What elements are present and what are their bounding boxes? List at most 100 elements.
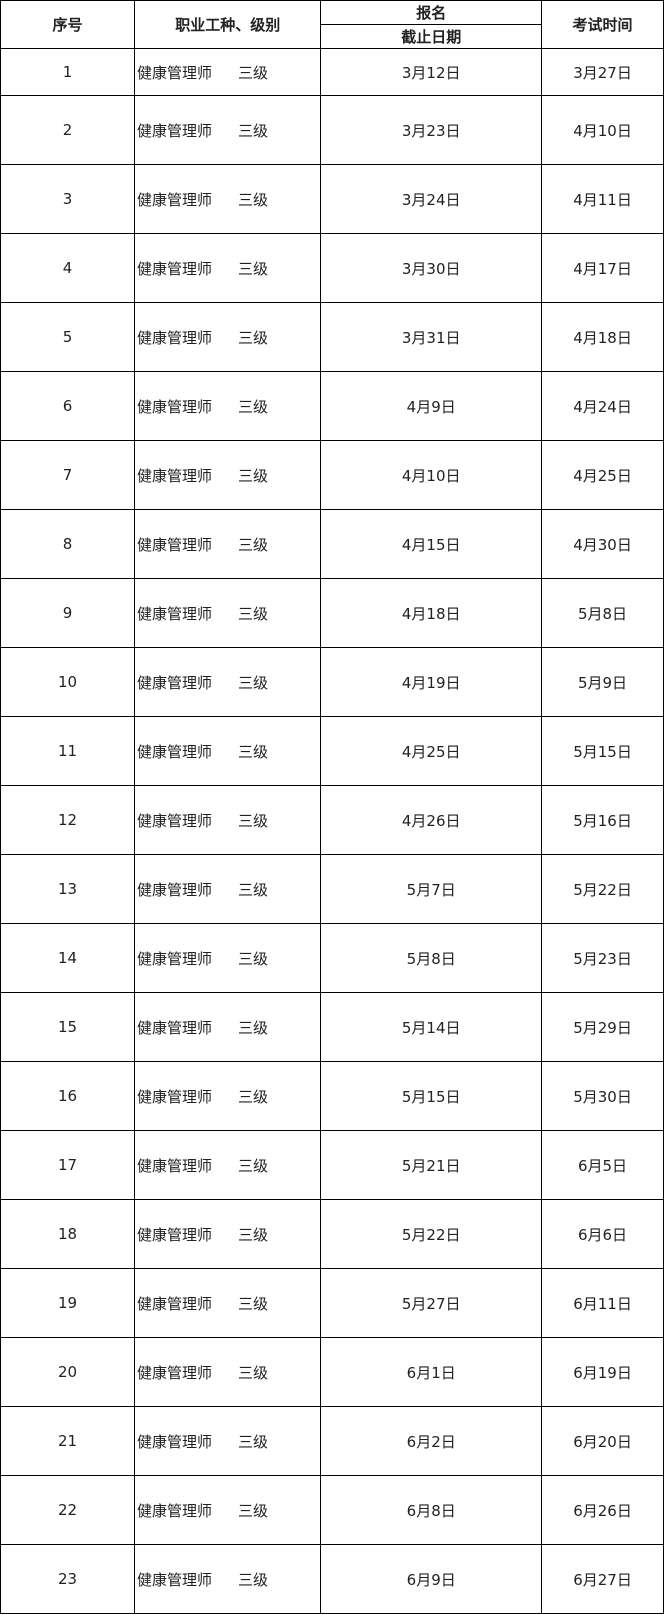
job-name: 健康管理师 [137,1225,213,1244]
cell-deadline: 5月7日 [320,854,543,924]
job-name: 健康管理师 [137,1018,213,1037]
cell-deadline: 3月12日 [320,48,543,96]
cell-index: 15 [0,992,135,1062]
cell-deadline: 3月23日 [320,95,543,165]
table-row: 4 健康管理师 三级 3月30日 4月17日 [0,233,664,303]
cell-job: 健康管理师 三级 [133,1337,322,1407]
table-row: 2 健康管理师 三级 3月23日 4月10日 [0,95,664,165]
cell-exam-time: 5月30日 [541,1061,664,1131]
cell-exam-time: 6月19日 [541,1337,664,1407]
table-row: 22 健康管理师 三级 6月8日 6月26日 [0,1475,664,1545]
cell-exam-time: 4月11日 [541,164,664,234]
header-index: 序号 [0,0,135,49]
cell-deadline: 4月18日 [320,578,543,648]
table-row: 10 健康管理师 三级 4月19日 5月9日 [0,647,664,717]
job-level: 三级 [238,397,269,416]
cell-exam-time: 5月29日 [541,992,664,1062]
cell-job: 健康管理师 三级 [133,854,322,924]
job-name: 健康管理师 [137,811,213,830]
job-level: 三级 [238,1156,269,1175]
cell-job: 健康管理师 三级 [133,1406,322,1476]
job-name: 健康管理师 [137,466,213,485]
job-name: 健康管理师 [137,880,213,899]
header-job: 职业工种、级别 [133,0,322,49]
cell-index: 6 [0,371,135,441]
cell-job: 健康管理师 三级 [133,716,322,786]
cell-exam-time: 5月8日 [541,578,664,648]
table-row: 1 健康管理师 三级 3月12日 3月27日 [0,48,664,96]
table-row: 12 健康管理师 三级 4月26日 5月16日 [0,785,664,855]
job-name: 健康管理师 [137,1363,213,1382]
cell-job: 健康管理师 三级 [133,509,322,579]
job-name: 健康管理师 [137,949,213,968]
table-row: 7 健康管理师 三级 4月10日 4月25日 [0,440,664,510]
table-row: 3 健康管理师 三级 3月24日 4月11日 [0,164,664,234]
cell-deadline: 5月15日 [320,1061,543,1131]
cell-exam-time: 4月18日 [541,302,664,372]
cell-index: 18 [0,1199,135,1269]
cell-index: 16 [0,1061,135,1131]
cell-exam-time: 5月15日 [541,716,664,786]
job-name: 健康管理师 [137,742,213,761]
cell-deadline: 4月26日 [320,785,543,855]
cell-index: 17 [0,1130,135,1200]
table-row: 20 健康管理师 三级 6月1日 6月19日 [0,1337,664,1407]
cell-index: 8 [0,509,135,579]
table-row: 9 健康管理师 三级 4月18日 5月8日 [0,578,664,648]
job-name: 健康管理师 [137,1294,213,1313]
cell-job: 健康管理师 三级 [133,1061,322,1131]
cell-job: 健康管理师 三级 [133,1475,322,1545]
cell-index: 13 [0,854,135,924]
cell-job: 健康管理师 三级 [133,48,322,96]
job-level: 三级 [238,1363,269,1382]
cell-exam-time: 5月9日 [541,647,664,717]
table-row: 23 健康管理师 三级 6月9日 6月27日 [0,1544,664,1614]
table-row: 15 健康管理师 三级 5月14日 5月29日 [0,992,664,1062]
table-row: 13 健康管理师 三级 5月7日 5月22日 [0,854,664,924]
job-level: 三级 [238,466,269,485]
cell-index: 23 [0,1544,135,1614]
job-name: 健康管理师 [137,1087,213,1106]
cell-deadline: 5月22日 [320,1199,543,1269]
job-name: 健康管理师 [137,63,213,82]
job-name: 健康管理师 [137,328,213,347]
cell-job: 健康管理师 三级 [133,233,322,303]
cell-deadline: 4月9日 [320,371,543,441]
job-level: 三级 [238,259,269,278]
job-name: 健康管理师 [137,1570,213,1589]
cell-exam-time: 4月24日 [541,371,664,441]
cell-deadline: 5月14日 [320,992,543,1062]
header-deadline: 截止日期 [320,24,543,49]
cell-deadline: 3月31日 [320,302,543,372]
cell-index: 2 [0,95,135,165]
table-row: 6 健康管理师 三级 4月9日 4月24日 [0,371,664,441]
job-level: 三级 [238,1294,269,1313]
cell-job: 健康管理师 三级 [133,647,322,717]
cell-index: 1 [0,48,135,96]
cell-exam-time: 5月23日 [541,923,664,993]
cell-deadline: 5月8日 [320,923,543,993]
table-row: 16 健康管理师 三级 5月15日 5月30日 [0,1061,664,1131]
job-level: 三级 [238,328,269,347]
cell-job: 健康管理师 三级 [133,164,322,234]
cell-deadline: 4月25日 [320,716,543,786]
cell-index: 11 [0,716,135,786]
cell-job: 健康管理师 三级 [133,1130,322,1200]
job-name: 健康管理师 [137,259,213,278]
cell-deadline: 5月21日 [320,1130,543,1200]
job-level: 三级 [238,673,269,692]
cell-index: 20 [0,1337,135,1407]
table-row: 11 健康管理师 三级 4月25日 5月15日 [0,716,664,786]
cell-exam-time: 6月26日 [541,1475,664,1545]
header-registration: 报名 [320,0,543,25]
table-row: 19 健康管理师 三级 5月27日 6月11日 [0,1268,664,1338]
cell-job: 健康管理师 三级 [133,371,322,441]
table-row: 8 健康管理师 三级 4月15日 4月30日 [0,509,664,579]
cell-index: 4 [0,233,135,303]
job-level: 三级 [238,742,269,761]
job-level: 三级 [238,121,269,140]
cell-deadline: 5月27日 [320,1268,543,1338]
job-level: 三级 [238,1570,269,1589]
job-level: 三级 [238,1018,269,1037]
cell-exam-time: 5月16日 [541,785,664,855]
